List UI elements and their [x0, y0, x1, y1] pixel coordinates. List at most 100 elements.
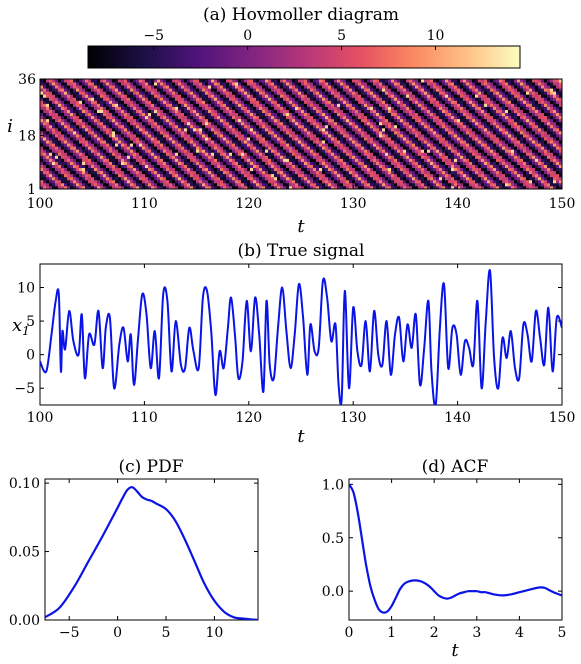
heatmap-cell [376, 152, 380, 156]
heatmap-cell [385, 185, 389, 190]
heatmap-cell [61, 161, 65, 165]
heatmap-cell [67, 158, 71, 162]
heatmap-cell [52, 137, 56, 141]
heatmap-cell [298, 155, 302, 159]
heatmap-cell [430, 167, 434, 172]
heatmap-cell [136, 167, 140, 172]
heatmap-cell [370, 179, 374, 184]
heatmap-cell [301, 109, 305, 114]
heatmap-cell [256, 176, 260, 181]
heatmap-cell [223, 121, 227, 126]
heatmap-cell [166, 161, 170, 165]
heatmap-cell [49, 140, 53, 144]
heatmap-cell [517, 130, 521, 135]
heatmap-cell [109, 158, 113, 162]
heatmap-cell [544, 140, 548, 144]
heatmap-cell [163, 106, 167, 110]
heatmap-cell [58, 127, 62, 132]
heatmap-cell [232, 106, 236, 110]
heatmap-cell [475, 124, 479, 129]
heatmap-cell [142, 115, 146, 120]
heatmap-cell [181, 146, 185, 150]
heatmap-cell [148, 170, 152, 175]
heatmap-cell [442, 164, 446, 169]
heatmap-cell [502, 152, 506, 156]
heatmap-cell [166, 182, 170, 187]
heatmap-cell [274, 146, 278, 150]
heatmap-cell [253, 130, 257, 135]
heatmap-cell [349, 115, 353, 120]
heatmap-cell [73, 152, 77, 156]
heatmap-cell [46, 109, 50, 114]
heatmap-cell [223, 143, 227, 147]
heatmap-cell [253, 100, 257, 104]
heatmap-cell [403, 137, 407, 141]
heatmap-cell [91, 155, 95, 159]
heatmap-cell [214, 103, 218, 107]
heatmap-cell [340, 100, 344, 104]
heatmap-cell [412, 103, 416, 107]
heatmap-cell [436, 127, 440, 132]
heatmap-cell [214, 109, 218, 114]
heatmap-cell [418, 149, 422, 153]
heatmap-cell [226, 103, 230, 107]
heatmap-cell [307, 149, 311, 153]
heatmap-cell [244, 179, 248, 184]
heatmap-cell [148, 149, 152, 153]
heatmap-cell [94, 127, 98, 132]
heatmap-cell [172, 143, 176, 147]
heatmap-cell [94, 167, 98, 172]
heatmap-cell [148, 146, 152, 150]
heatmap-cell [493, 146, 497, 150]
heatmap-cell [70, 170, 74, 175]
heatmap-cell [352, 112, 356, 117]
heatmap-cell [298, 182, 302, 187]
heatmap-cell [172, 124, 176, 129]
heatmap-cell [352, 167, 356, 172]
heatmap-cell [553, 106, 557, 110]
heatmap-cell [301, 100, 305, 104]
heatmap-cell [211, 106, 215, 110]
heatmap-cell [133, 106, 137, 110]
heatmap-cell [451, 155, 455, 159]
heatmap-cell [136, 103, 140, 107]
heatmap-cell [64, 143, 68, 147]
heatmap-cell [367, 176, 371, 181]
heatmap-cell [82, 173, 86, 178]
heatmap-cell [439, 118, 443, 123]
heatmap-cell [439, 152, 443, 156]
heatmap-cell [76, 127, 80, 132]
heatmap-cell [469, 106, 473, 110]
heatmap-cell [121, 112, 125, 117]
heatmap-cell [373, 164, 377, 169]
heatmap-cell [94, 143, 98, 147]
heatmap-cell [46, 182, 50, 187]
heatmap-cell [199, 149, 203, 153]
heatmap-cell [262, 127, 266, 132]
heatmap-cell [523, 149, 527, 153]
heatmap-cell [301, 167, 305, 172]
heatmap-cell [550, 155, 554, 159]
heatmap-cell [319, 164, 323, 169]
heatmap-cell [130, 176, 134, 181]
heatmap-cell [439, 182, 443, 187]
heatmap-cell [517, 170, 521, 175]
heatmap-cell [553, 143, 557, 147]
heatmap-cell [127, 173, 131, 178]
heatmap-cell [379, 152, 383, 156]
heatmap-cell [355, 106, 359, 110]
heatmap-cell [178, 115, 182, 120]
heatmap-cell [172, 164, 176, 169]
heatmap-cell [196, 146, 200, 150]
heatmap-cell [238, 121, 242, 126]
heatmap-cell [364, 173, 368, 178]
heatmap-cell [190, 170, 194, 175]
heatmap-cell [322, 103, 326, 107]
heatmap-cell [403, 152, 407, 156]
heatmap-cell [364, 158, 368, 162]
heatmap-cell [244, 164, 248, 169]
heatmap-cell [214, 124, 218, 129]
heatmap-cell [361, 173, 365, 178]
heatmap-cell [475, 164, 479, 169]
heatmap-cell [61, 112, 65, 117]
